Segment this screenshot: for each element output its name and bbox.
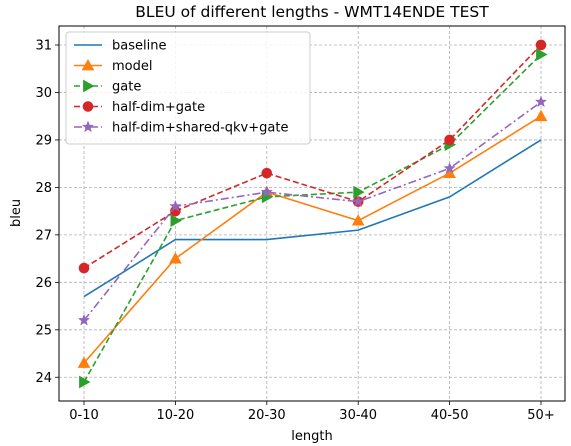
x-tick-label: 40-50 <box>431 408 469 423</box>
legend-label: gate <box>112 80 141 95</box>
data-point <box>536 48 548 61</box>
series-group <box>77 39 548 389</box>
legend-marker <box>83 79 95 93</box>
y-tick-label: 31 <box>35 38 52 53</box>
series-line <box>83 44 542 269</box>
series-half-dim-shared-qkv-gate <box>77 95 548 326</box>
chart-title: BLEU of different lengths - WMT14ENDE TE… <box>135 3 489 21</box>
y-axis: 24 25 26 27 28 29 30 31 <box>35 38 59 386</box>
series-baseline <box>83 139 542 298</box>
y-axis-label: bleu <box>9 199 24 227</box>
y-tick-label: 25 <box>35 323 52 338</box>
data-point <box>170 214 182 227</box>
plot-frame <box>58 25 566 402</box>
data-point <box>534 95 548 108</box>
data-point <box>443 161 456 174</box>
data-point <box>77 313 91 326</box>
data-point <box>77 356 91 368</box>
y-tick-label: 26 <box>35 276 52 291</box>
data-point <box>261 167 273 179</box>
legend-label: baseline <box>112 39 166 54</box>
x-tick-label: 20-30 <box>248 408 286 423</box>
legend-box <box>65 31 311 145</box>
legend-label: half-dim+gate <box>112 100 205 115</box>
x-tick-label: 50+ <box>527 408 554 423</box>
legend: baseline model gate half-dim+gate half-dim+s… <box>65 31 311 145</box>
x-tick-label: 0-10 <box>69 408 99 423</box>
x-tick-label: 10-20 <box>157 408 195 423</box>
data-point <box>444 134 455 146</box>
legend-item: baseline <box>74 39 166 54</box>
legend-marker <box>81 120 95 133</box>
data-point <box>351 214 365 226</box>
legend-label: half-dim+shared-qkv+gate <box>112 121 288 136</box>
legend-item: half-dim+shared-qkv+gate <box>74 120 288 136</box>
series-line <box>83 101 542 321</box>
legend-marker <box>81 58 95 71</box>
data-point <box>78 262 90 274</box>
data-point <box>353 185 365 199</box>
legend-item: model <box>74 58 152 74</box>
y-tick-label: 28 <box>35 181 52 196</box>
y-tick-label: 24 <box>35 371 52 386</box>
legend-label: model <box>112 59 152 74</box>
data-point <box>169 252 182 264</box>
data-point <box>351 195 365 207</box>
legend-item: half-dim+gate <box>74 100 205 115</box>
legend-item: gate <box>74 80 141 95</box>
data-point <box>260 185 274 198</box>
x-axis: 0-10 10-20 20-30 30-40 40-50 50+ <box>69 401 555 423</box>
data-point <box>169 199 182 212</box>
data-point <box>534 109 548 122</box>
y-tick-label: 29 <box>35 133 52 148</box>
series-line <box>83 115 542 364</box>
data-point <box>535 39 547 51</box>
data-point <box>79 375 91 389</box>
x-axis-label: length <box>291 429 332 444</box>
y-tick-label: 27 <box>35 228 52 243</box>
legend-marker <box>82 101 94 112</box>
x-tick-label: 30-40 <box>339 408 377 423</box>
series-line <box>83 53 542 383</box>
y-tick-label: 30 <box>35 86 52 101</box>
series-line <box>83 139 542 298</box>
